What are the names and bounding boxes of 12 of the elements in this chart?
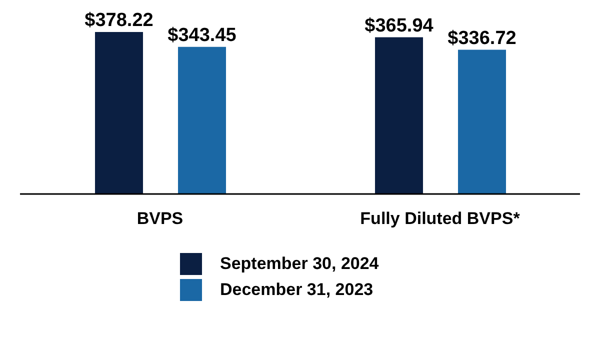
x-tick-label: Fully Diluted BVPS* [360, 209, 520, 228]
data-label: $336.72 [448, 28, 516, 49]
bar [178, 46, 226, 194]
bar [375, 37, 423, 194]
data-label: $343.45 [168, 24, 237, 46]
data-label: $378.22 [84, 10, 154, 31]
legend-label: September 30, 2024 [220, 254, 379, 274]
bar [95, 32, 143, 194]
data-label: $365.94 [364, 15, 434, 36]
legend-label: December 31, 2023 [220, 280, 374, 300]
bar [458, 50, 506, 194]
x-tick-label: BVPS [136, 209, 184, 228]
